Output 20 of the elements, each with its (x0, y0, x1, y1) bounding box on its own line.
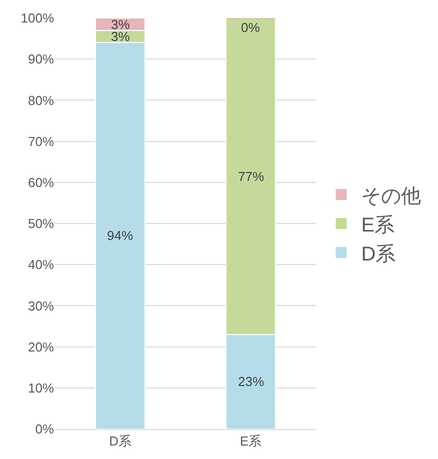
data-label: 0% (241, 20, 260, 35)
y-tick-label: 40% (28, 257, 54, 272)
data-label: 23% (238, 374, 264, 389)
y-tick-label: 0% (35, 422, 54, 437)
y-tick-label: 80% (28, 92, 54, 108)
data-label: 94% (107, 228, 134, 243)
legend-label: D系 (361, 243, 396, 266)
legend-label: E系 (361, 214, 395, 236)
y-tick-label: 90% (28, 52, 54, 67)
data-label: 77% (238, 169, 264, 184)
y-tick-label: 50% (28, 216, 54, 232)
data-label: 3% (111, 29, 130, 44)
y-tick-label: 10% (28, 380, 54, 396)
y-tick-label: 30% (28, 298, 54, 314)
y-tick-label: 20% (28, 339, 54, 354)
y-tick-label: 60% (28, 174, 54, 190)
y-tick-label: 100% (20, 10, 54, 26)
data-label: 3% (111, 17, 130, 32)
legend-label: その他 (361, 185, 422, 208)
y-tick-label: 70% (28, 134, 54, 149)
